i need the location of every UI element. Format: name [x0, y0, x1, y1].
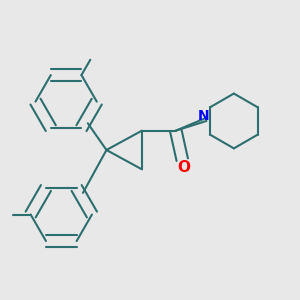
Text: N: N — [198, 109, 210, 123]
Text: O: O — [177, 160, 190, 175]
